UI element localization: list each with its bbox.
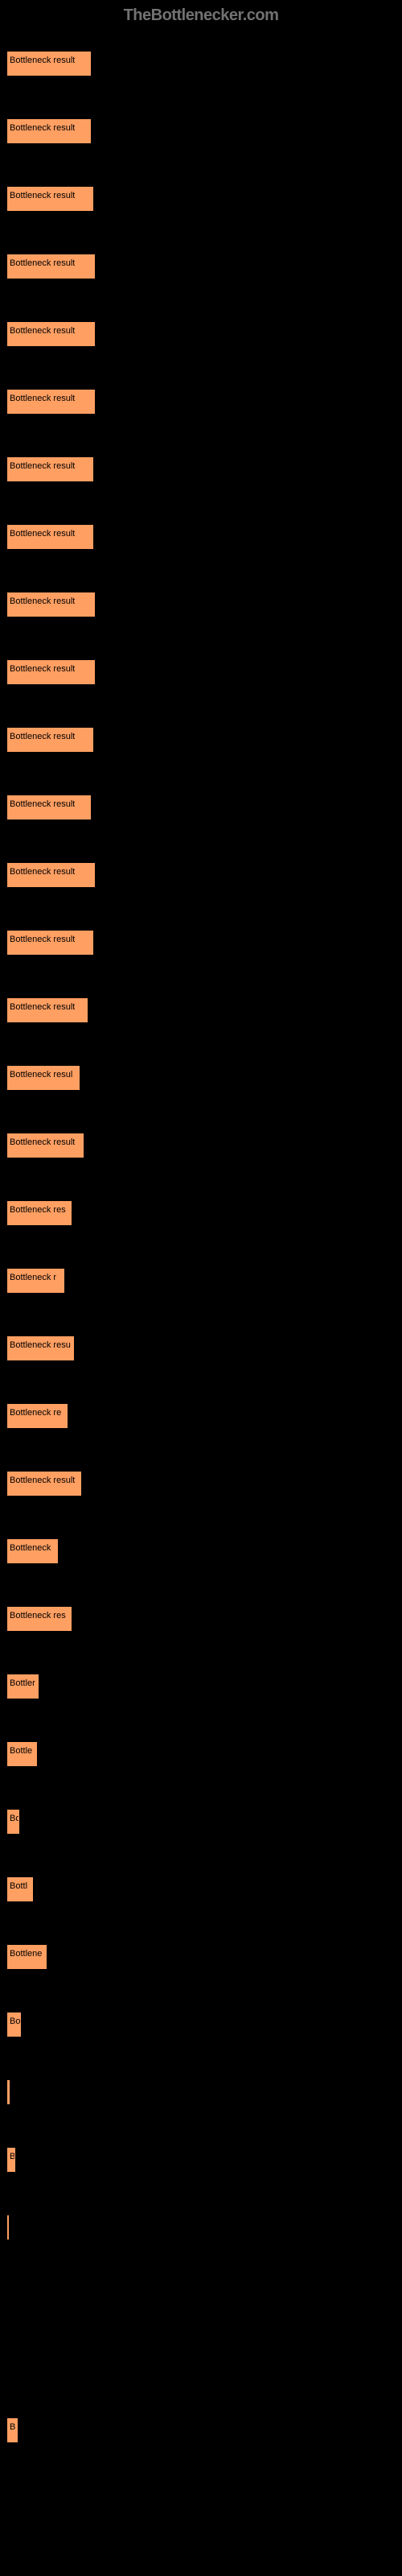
chart-row: Bottleneck result bbox=[6, 444, 396, 489]
chart-row: Bottleneck result bbox=[6, 376, 396, 421]
chart-bar-label: Bottler bbox=[10, 1678, 35, 1688]
chart-bar-label: Bottleneck result bbox=[10, 394, 75, 403]
chart-bar-label: Bottleneck result bbox=[10, 56, 75, 65]
chart-row: Bottleneck result bbox=[6, 917, 396, 962]
chart-bar-label: Bottleneck result bbox=[10, 799, 75, 809]
chart-row: Bottleneck resul bbox=[6, 1052, 396, 1097]
chart-bar-label: Bottl bbox=[10, 1881, 27, 1891]
chart-bar-label: Bottleneck res bbox=[10, 1205, 66, 1215]
chart-row: Bottleneck result bbox=[6, 985, 396, 1030]
site-logo: TheBottlenecker.com bbox=[6, 6, 396, 25]
chart-bar-label: B bbox=[10, 2422, 15, 2432]
chart-row: Bottleneck result bbox=[6, 1458, 396, 1503]
chart-row: Bo bbox=[6, 1796, 396, 1841]
chart-row: Bo bbox=[6, 1999, 396, 2044]
chart-row: B bbox=[6, 2405, 396, 2450]
chart-row: Bottleneck res bbox=[6, 1593, 396, 1638]
chart-row: Bottleneck result bbox=[6, 38, 396, 83]
chart-row bbox=[6, 2337, 396, 2382]
chart-bar-label: B bbox=[10, 2152, 14, 2161]
chart-bar-label: Bottleneck result bbox=[10, 123, 75, 133]
chart-row bbox=[6, 2269, 396, 2314]
chart-bar-label: Bottleneck result bbox=[10, 258, 75, 268]
chart-row bbox=[6, 2202, 396, 2247]
chart-row bbox=[6, 2066, 396, 2112]
chart-row: Bottlene bbox=[6, 1931, 396, 1976]
chart-row: Bottleneck result bbox=[6, 646, 396, 691]
chart-bar-label: Bottlene bbox=[10, 1949, 42, 1959]
chart-bar-label: Bottleneck res bbox=[10, 1611, 66, 1620]
chart-row: Bottleneck result bbox=[6, 714, 396, 759]
chart-row: Bottle bbox=[6, 1728, 396, 1773]
chart-row: Bottleneck result bbox=[6, 579, 396, 624]
chart-bar-label: Bottle bbox=[10, 1746, 32, 1756]
chart-bar-label: Bottleneck result bbox=[10, 191, 75, 200]
chart-bar-label: Bottleneck result bbox=[10, 732, 75, 741]
chart-row: Bottleneck result bbox=[6, 1120, 396, 1165]
chart-bar-label: Bottleneck resu bbox=[10, 1340, 71, 1350]
chart-bar-label: Bottleneck result bbox=[10, 529, 75, 539]
chart-row: Bottleneck r bbox=[6, 1255, 396, 1300]
chart-bar-label: Bottleneck result bbox=[10, 1002, 75, 1012]
chart-bar-label: Bottleneck result bbox=[10, 461, 75, 471]
chart-bar-label: Bottleneck result bbox=[10, 597, 75, 606]
chart-row: Bottler bbox=[6, 1661, 396, 1706]
chart-bar bbox=[6, 2282, 8, 2308]
chart-bar-label: Bottleneck resul bbox=[10, 1070, 72, 1080]
chart-row: B bbox=[6, 2134, 396, 2179]
chart-row: Bottleneck res bbox=[6, 1187, 396, 1232]
chart-bar-label: Bottleneck result bbox=[10, 867, 75, 877]
chart-row: Bottleneck re bbox=[6, 1390, 396, 1435]
chart-row: Bottleneck result bbox=[6, 105, 396, 151]
chart-bar-label: Bottleneck result bbox=[10, 326, 75, 336]
chart-bar-label: Bottleneck result bbox=[10, 664, 75, 674]
chart-row: Bottleneck result bbox=[6, 511, 396, 556]
chart-bar-label: Bottleneck result bbox=[10, 1476, 75, 1485]
chart-bar bbox=[6, 2215, 10, 2240]
chart-row: Bottleneck result bbox=[6, 782, 396, 827]
chart-bar-label: Bo bbox=[10, 1814, 18, 1823]
chart-bar bbox=[6, 2079, 10, 2105]
chart-row: Bottleneck bbox=[6, 1525, 396, 1571]
bottleneck-bar-chart: Bottleneck result Bottleneck result Bottle… bbox=[6, 38, 396, 2450]
chart-row: Bottleneck result bbox=[6, 173, 396, 218]
chart-row: Bottleneck result bbox=[6, 308, 396, 353]
chart-bar-label: Bo bbox=[10, 2017, 20, 2026]
chart-bar-label: Bottleneck r bbox=[10, 1273, 56, 1282]
chart-bar-label: Bottleneck re bbox=[10, 1408, 61, 1418]
chart-row: Bottl bbox=[6, 1864, 396, 1909]
chart-bar bbox=[6, 2350, 8, 2376]
chart-bar-label: Bottleneck result bbox=[10, 935, 75, 944]
chart-bar-label: Bottleneck result bbox=[10, 1137, 75, 1147]
chart-row: Bottleneck resu bbox=[6, 1323, 396, 1368]
chart-row: Bottleneck result bbox=[6, 241, 396, 286]
chart-row: Bottleneck result bbox=[6, 849, 396, 894]
chart-bar-label: Bottleneck bbox=[10, 1543, 51, 1553]
